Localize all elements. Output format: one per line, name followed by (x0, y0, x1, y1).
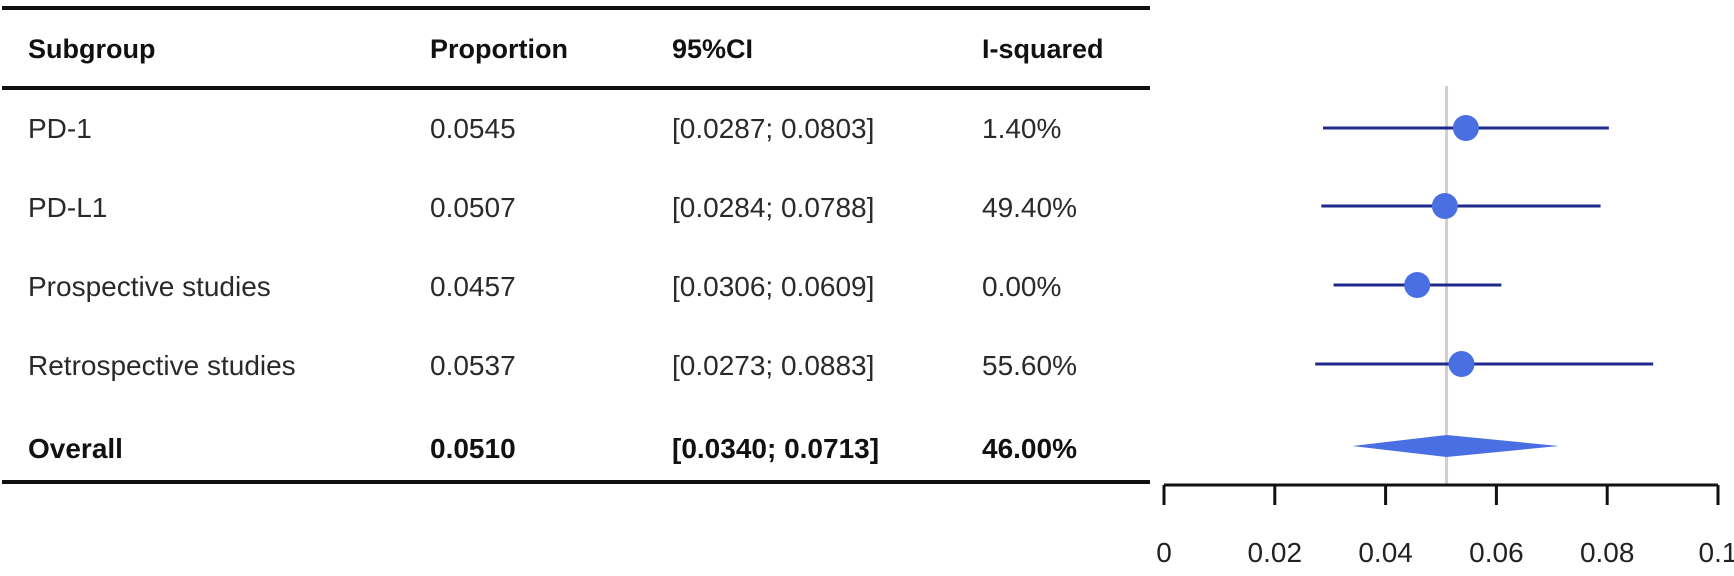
point-estimate-marker (1404, 272, 1431, 298)
table-row-overall: Overall 0.0510 [0.0340; 0.0713] 46.00% (28, 433, 1077, 464)
row-ci: [0.0287; 0.0803] (672, 113, 874, 144)
overall-proportion: 0.0510 (430, 433, 516, 464)
x-tick-label: 0 (1156, 537, 1172, 568)
overall-i-squared: 46.00% (982, 433, 1077, 464)
row-proportion: 0.0545 (430, 113, 516, 144)
table-row: Retrospective studies 0.0537 [0.0273; 0.… (28, 350, 1077, 381)
row-proportion: 0.0537 (430, 350, 516, 381)
table-row: Prospective studies 0.0457 [0.0306; 0.06… (28, 271, 1061, 302)
overall-ci: [0.0340; 0.0713] (672, 433, 879, 464)
row-i-squared: 55.60% (982, 350, 1077, 381)
x-tick-label: 0.04 (1358, 537, 1413, 568)
plot-area (1162, 86, 1720, 505)
row-subgroup: PD-L1 (28, 192, 107, 223)
row-subgroup: Retrospective studies (28, 350, 296, 381)
header-subgroup: Subgroup (28, 34, 155, 64)
x-tick-label: 0.1 (1699, 537, 1734, 568)
point-estimate-marker (1452, 115, 1479, 141)
point-estimate-marker (1448, 351, 1475, 377)
header-ci: 95%CI (672, 34, 753, 64)
x-tick-label: 0.06 (1469, 537, 1524, 568)
row-ci: [0.0273; 0.0883] (672, 350, 874, 381)
header-i-squared: I-squared (982, 34, 1104, 64)
x-tick-label: 0.02 (1248, 537, 1303, 568)
point-estimate-marker (1431, 193, 1458, 219)
row-ci: [0.0306; 0.0609] (672, 271, 874, 302)
row-subgroup: PD-1 (28, 113, 92, 144)
row-proportion: 0.0457 (430, 271, 516, 302)
row-proportion: 0.0507 (430, 192, 516, 223)
row-ci: [0.0284; 0.0788] (672, 192, 874, 223)
table-row: PD-1 0.0545 [0.0287; 0.0803] 1.40% (28, 113, 1061, 144)
row-i-squared: 0.00% (982, 271, 1061, 302)
header-proportion: Proportion (430, 34, 568, 64)
x-tick-label: 0.08 (1580, 537, 1635, 568)
overall-diamond (1352, 435, 1560, 457)
x-axis-tick-labels: 0 0.02 0.04 0.06 0.08 0.1 (1156, 537, 1734, 568)
row-i-squared: 49.40% (982, 192, 1077, 223)
table-row: PD-L1 0.0507 [0.0284; 0.0788] 49.40% (28, 192, 1077, 223)
overall-label: Overall (28, 433, 123, 464)
row-i-squared: 1.40% (982, 113, 1061, 144)
row-subgroup: Prospective studies (28, 271, 271, 302)
